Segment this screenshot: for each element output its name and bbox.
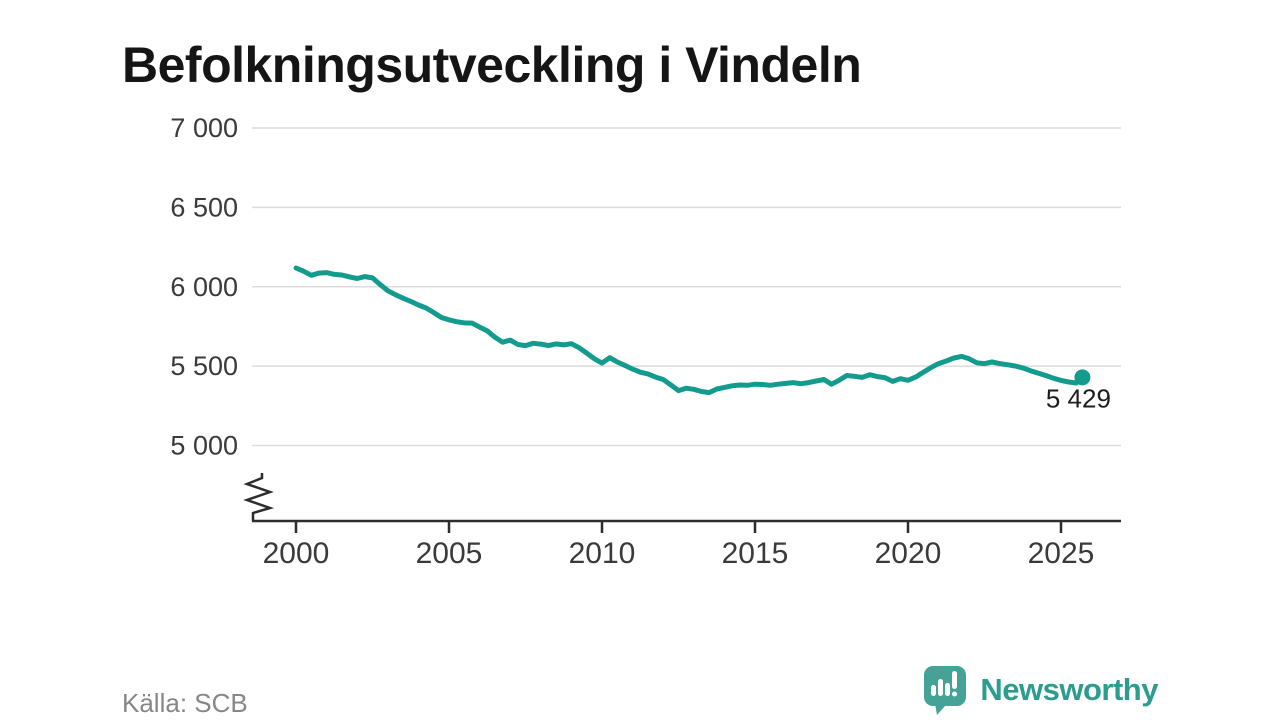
latest-value-label: 5 429 [1046,383,1111,413]
x-tick-label: 2010 [569,537,636,570]
newsworthy-logo: Newsworthy [922,664,1158,716]
bar-1 [931,685,937,696]
x-tick-label: 2020 [875,537,942,570]
page-title: Befolkningsutveckling i Vindeln [122,36,862,93]
y-tick-label: 6 000 [170,272,238,302]
x-tick-label: 2015 [722,537,789,570]
y-tick-label: 7 000 [170,113,238,143]
exclamation-dot [952,691,958,697]
bar-3 [945,683,951,696]
bar-2 [938,679,944,696]
x-tick-label: 2000 [263,537,330,570]
x-tick-label: 2005 [416,537,483,570]
population-series-line [293,265,1085,396]
newsworthy-wordmark: Newsworthy [980,672,1158,707]
y-axis-break-zigzag [243,473,275,521]
y-tick-label: 5 000 [170,431,238,461]
source-note: Källa: SCB [122,688,248,718]
exclamation-stem [952,671,958,689]
x-tick-label: 2025 [1028,537,1095,570]
y-tick-label: 5 500 [170,351,238,381]
newsworthy-speech-bubble-chart-icon [924,666,967,715]
y-tick-label: 6 500 [170,192,238,222]
latest-value-dot [1074,369,1091,386]
